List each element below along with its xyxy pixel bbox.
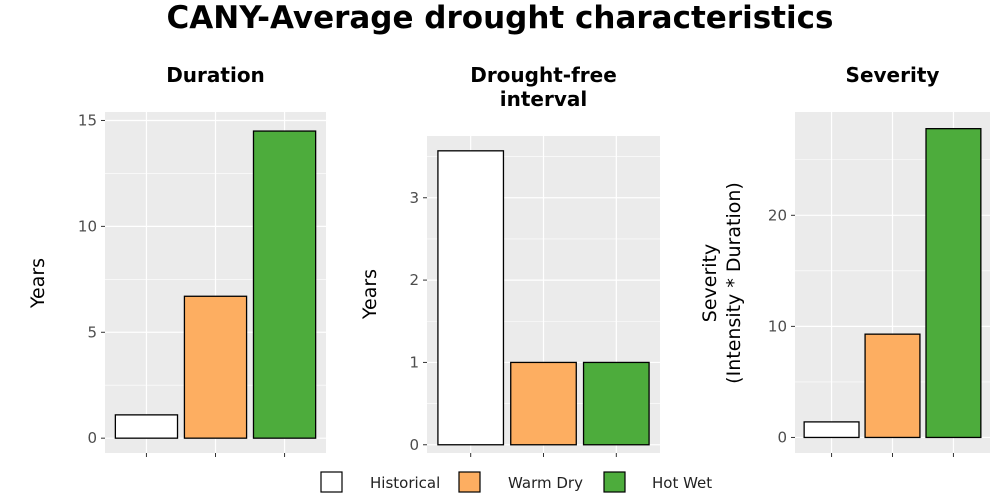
bar-hot-wet xyxy=(582,361,650,446)
y-tick-label: 10 xyxy=(78,217,97,235)
y-tick-label: 0 xyxy=(87,429,97,447)
bar-hot-wet xyxy=(252,130,317,439)
y-tick-label: 5 xyxy=(87,323,97,341)
y-axis-label: Years xyxy=(359,269,381,320)
y-axis-label: Severity xyxy=(699,244,721,322)
y-tick-label: 15 xyxy=(78,111,97,129)
panel-title: Severity xyxy=(846,63,940,87)
chart-title: CANY-Average drought characteristics xyxy=(167,0,834,36)
y-axis-label: (Intensity * Duration) xyxy=(723,182,745,384)
panel-title: interval xyxy=(500,87,587,111)
legend-item-hot-wet: Hot Wet xyxy=(603,471,712,493)
bar-historical xyxy=(437,150,505,446)
chart-legend: Historical Warm Dry Hot Wet xyxy=(320,471,712,493)
legend-swatch xyxy=(320,471,343,493)
bar-historical xyxy=(803,421,860,439)
y-tick-label: 10 xyxy=(768,317,787,335)
y-tick-label: 0 xyxy=(777,428,787,446)
legend-swatch xyxy=(603,471,626,493)
panel-1: 0 5 10 15 Duration Years xyxy=(27,63,326,457)
legend-label: Historical xyxy=(370,474,440,492)
y-tick-label: 1 xyxy=(409,353,419,371)
legend-item-historical: Historical xyxy=(320,471,440,493)
y-tick-label: 3 xyxy=(409,189,419,207)
bar-hot-wet xyxy=(925,128,982,439)
panel-title: Drought-free xyxy=(470,63,617,87)
bar-warm-dry xyxy=(510,361,577,446)
y-tick-label: 2 xyxy=(409,271,419,289)
bar-warm-dry xyxy=(183,295,248,439)
y-tick-label: 20 xyxy=(768,206,787,224)
y-axis-label: Years xyxy=(27,258,49,309)
panel-title: Duration xyxy=(166,63,265,87)
bar-warm-dry xyxy=(864,333,921,439)
bar-historical xyxy=(114,414,179,439)
legend-label: Warm Dry xyxy=(508,474,583,492)
legend-swatch xyxy=(458,471,481,493)
legend-item-warm-dry: Warm Dry xyxy=(458,471,583,493)
y-tick-label: 0 xyxy=(409,436,419,454)
legend-label: Hot Wet xyxy=(652,474,712,492)
chart-panels: 0 5 10 15 Duration Years 0 1 2 3 Drought-freeinter… xyxy=(27,63,990,457)
